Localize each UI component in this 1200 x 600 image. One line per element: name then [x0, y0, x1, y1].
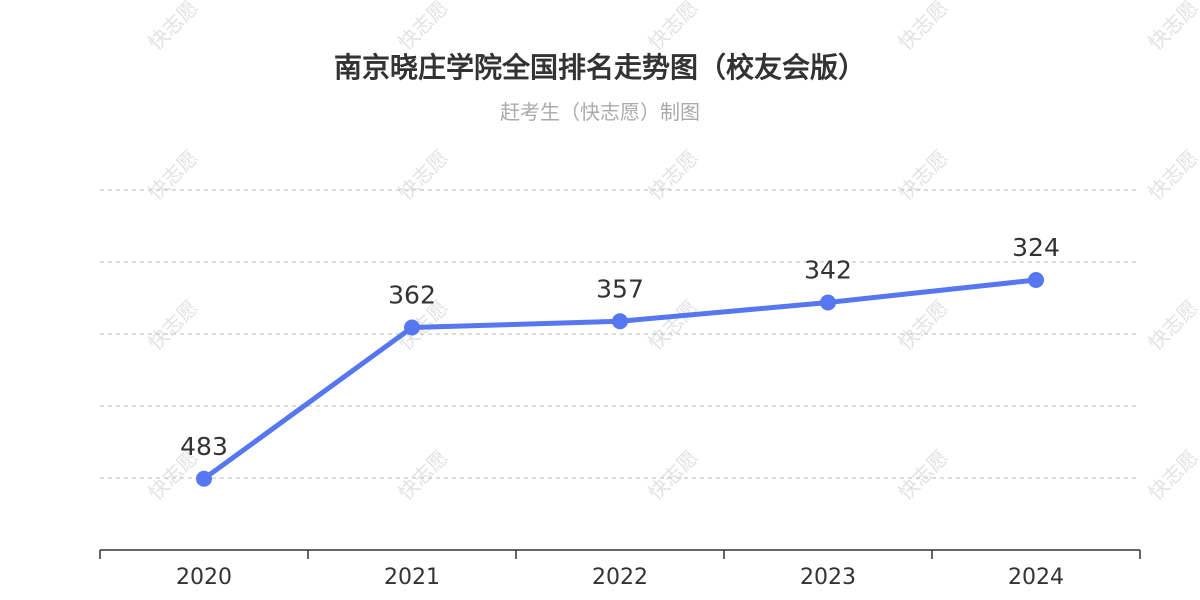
watermark-text: 快志愿: [643, 145, 702, 204]
data-point: [612, 313, 628, 330]
watermark-text: 快志愿: [393, 445, 452, 504]
x-axis: 2020 2021 2022 2023 2024: [99, 549, 1141, 590]
watermark-text: 快志愿: [143, 0, 202, 55]
data-label: 342: [804, 256, 852, 285]
x-tick-label: 2024: [1008, 565, 1064, 590]
watermark-text: 快志愿: [893, 0, 952, 55]
data-label: 324: [1012, 233, 1060, 262]
grid-lines: [100, 189, 1140, 479]
chart-subtitle: 赶考生（快志愿）制图: [500, 100, 700, 124]
data-point: [820, 294, 836, 311]
chart-title: 南京晓庄学院全国排名走势图（校友会版）: [334, 51, 866, 84]
x-tick-label: 2023: [800, 565, 856, 590]
watermark-text: 快志愿: [393, 145, 452, 204]
watermark-text: 快志愿: [143, 145, 202, 204]
watermark-text: 快志愿: [893, 445, 952, 504]
data-label: 362: [388, 281, 436, 310]
data-point: [1028, 272, 1044, 288]
x-tick-label: 2022: [592, 565, 648, 590]
watermark-text: 快志愿: [1143, 445, 1200, 504]
watermark-text: 快志愿: [393, 0, 452, 55]
watermark-text: 快志愿: [893, 295, 952, 354]
watermark-text: 快志愿: [643, 445, 702, 504]
watermark-text: 快志愿: [1143, 295, 1200, 354]
x-tick-label: 2021: [384, 565, 440, 590]
watermark-text: 快志愿: [1143, 145, 1200, 204]
series-layer: 483 362 357 342 324: [180, 233, 1060, 487]
watermark-text: 快志愿: [143, 295, 202, 354]
x-tick-label: 2020: [176, 565, 232, 590]
watermark-text: 快志愿: [893, 145, 952, 204]
data-label: 483: [180, 432, 228, 461]
data-point: [404, 319, 420, 336]
data-label: 357: [596, 274, 644, 303]
watermark-text: 快志愿: [643, 0, 702, 55]
series-line: [201, 277, 1039, 482]
data-point: [196, 470, 212, 487]
watermark-text: 快志愿: [643, 295, 702, 354]
watermark-text: 快志愿: [1143, 0, 1200, 55]
